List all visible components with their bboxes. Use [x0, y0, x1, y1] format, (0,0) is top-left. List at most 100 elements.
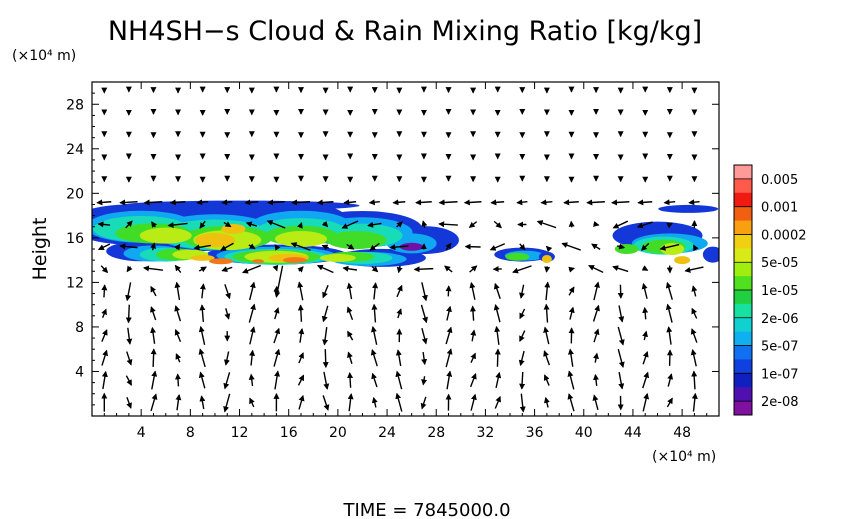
cloud-patch-3 [674, 256, 691, 265]
cloud-patch-2 [541, 255, 552, 264]
wind-vector [637, 199, 653, 206]
wind-vector [421, 351, 428, 366]
wind-vector [274, 370, 281, 390]
wind-vector [126, 265, 133, 273]
wind-vector [567, 370, 575, 390]
wind-vector [316, 264, 334, 274]
wind-vector [536, 220, 557, 229]
wind-vector [322, 327, 329, 346]
wind-vector [322, 349, 329, 369]
wind-vector [199, 283, 206, 299]
wind-vector [291, 199, 311, 206]
wind-vector [322, 395, 330, 411]
wind-vector [97, 221, 111, 228]
colorbar-swatch [734, 317, 752, 333]
wind-vector [150, 306, 157, 321]
wind-vector [199, 304, 206, 322]
cloud-region-5e-05 [139, 227, 192, 244]
wind-vector [193, 244, 211, 251]
x-axis: 4 8 12 16 20 24 28 32 36 40 44 48 [103, 82, 708, 441]
x-tick-label: 36 [526, 425, 544, 441]
colorbar-swatch [734, 345, 752, 360]
colorbar-swatch [734, 262, 752, 277]
wind-vector [126, 327, 133, 345]
wind-vector [347, 393, 354, 412]
wind-vector [389, 244, 409, 251]
wind-vector [125, 304, 132, 324]
wind-vector [224, 284, 231, 300]
wind-vector [199, 220, 206, 229]
wind-vector [691, 370, 698, 390]
x-tick-label: 32 [476, 425, 494, 441]
wind-vector [346, 243, 355, 250]
wind-vector [568, 220, 575, 228]
x-tick-label: 20 [329, 425, 347, 441]
wind-vector [543, 396, 550, 408]
wind-vector [371, 303, 378, 323]
wind-vector [126, 397, 132, 409]
wind-vector [519, 284, 525, 299]
cloud-region-2e-04 [221, 223, 246, 234]
wind-vector [167, 222, 188, 228]
wind-vector [371, 372, 378, 388]
wind-vector [421, 376, 428, 386]
wind-vector [494, 348, 501, 367]
wind-vector [174, 281, 181, 301]
wind-vector [666, 397, 673, 408]
wind-vector [593, 373, 599, 386]
x-tick-label: 8 [186, 425, 195, 441]
x-tick-label: 44 [624, 425, 642, 441]
wind-vector [96, 199, 112, 206]
wind-vector [415, 199, 432, 206]
wind-vector [298, 394, 305, 410]
wind-vector [446, 370, 453, 390]
wind-vector [126, 351, 133, 366]
wind-vector [470, 329, 477, 342]
wind-vector [367, 221, 382, 228]
wind-vector [174, 329, 182, 342]
y-tick-label: 4 [75, 364, 84, 380]
wind-vector [249, 326, 256, 345]
wind-vector [617, 349, 625, 368]
wind-vector [468, 221, 478, 228]
wind-vector [641, 282, 648, 299]
cloud-patch-3 [658, 204, 719, 213]
wind-vector [516, 199, 528, 206]
x-tick-label: 16 [280, 425, 298, 441]
wind-vector [321, 305, 329, 323]
wind-vector [100, 265, 109, 274]
wind-vector [636, 221, 653, 229]
x-tick-label: 28 [427, 425, 445, 441]
wind-vector [369, 242, 380, 251]
wind-vector [199, 395, 206, 410]
y-tick-label: 16 [66, 231, 84, 247]
wind-vector [421, 282, 428, 302]
chart-title: NH4SH−s Cloud & Rain Mixing Ratio [kg/kg… [108, 16, 702, 47]
wind-vector [151, 370, 158, 390]
wind-vector [438, 199, 458, 206]
wind-vector [691, 392, 698, 412]
wind-vector [347, 372, 354, 388]
y-tick-label: 28 [66, 97, 84, 113]
wind-vector [512, 265, 532, 274]
wind-vector [273, 327, 281, 344]
wind-vector [592, 394, 599, 411]
wind-vector [642, 306, 649, 320]
wind-vector [469, 305, 476, 321]
wind-vector [125, 220, 133, 229]
wind-vector [610, 199, 630, 206]
wind-vector [395, 392, 403, 412]
colorbar-swatch [734, 387, 752, 402]
wind-vector [544, 281, 551, 301]
wind-vector [519, 243, 526, 251]
wind-vector [150, 393, 158, 412]
wind-vector [543, 326, 550, 345]
wind-vector [421, 328, 428, 345]
wind-vector [143, 199, 163, 206]
x-axis-unit: (×10⁴ m) [652, 449, 716, 465]
wind-vector [198, 325, 206, 345]
wind-vector [169, 199, 186, 206]
wind-vector [174, 264, 182, 273]
cloud-region-core [251, 259, 264, 264]
wind-vector [495, 371, 502, 389]
